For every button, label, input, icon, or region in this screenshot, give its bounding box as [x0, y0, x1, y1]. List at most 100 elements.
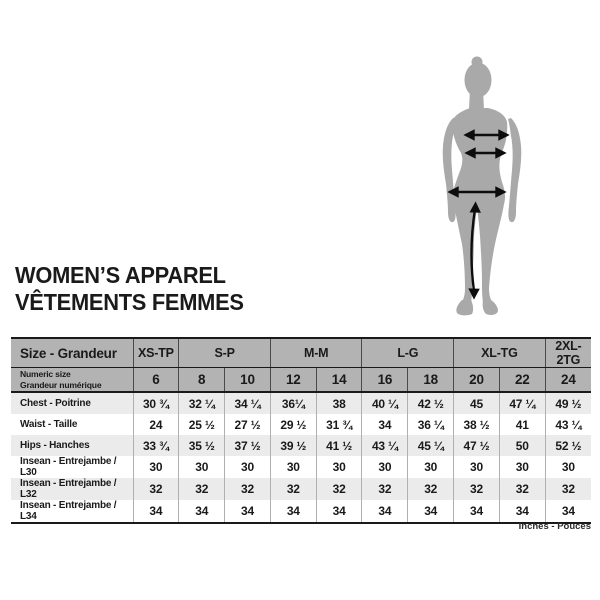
measure-cell: 52 ½ [544, 435, 591, 456]
measure-cell: 30 ¾ [132, 392, 179, 414]
measure-cell: 35 ½ [178, 435, 225, 456]
female-silhouette [442, 56, 522, 316]
measure-cell: 38 [315, 392, 362, 414]
measure-cell: 32 [453, 478, 500, 500]
measure-cell: 33 ¾ [132, 435, 179, 456]
measure-cell: 43 ¼ [544, 414, 591, 435]
measure-cell: 42 ½ [407, 392, 454, 414]
numeric-size: 8 [178, 367, 225, 393]
table-row-waist: Waist - Taille 24 25 ½ 27 ½ 29 ½ 31 ¾ 34… [11, 414, 591, 435]
numeric-size: 20 [453, 367, 500, 393]
numeric-size: 24 [544, 367, 591, 393]
measure-cell: 32 [407, 478, 454, 500]
measure-cell: 30 [361, 456, 408, 478]
numeric-size: 18 [407, 367, 454, 393]
measure-cell: 47 ¼ [498, 392, 546, 414]
size-group-header-row: Size - Grandeur XS-TP S-P M-M L-G XL-TG … [11, 337, 591, 368]
measure-cell: 31 ¾ [315, 414, 362, 435]
table-row-inseam-l34: Insean - Entrejambe / L34 34 34 34 34 34… [11, 500, 591, 524]
measure-cell: 34 [269, 500, 317, 524]
corner-header: Size - Grandeur [11, 337, 133, 368]
measure-cell: 34 [361, 500, 408, 524]
measure-cell: 30 [315, 456, 362, 478]
numeric-size: 16 [361, 367, 408, 393]
silhouette-body [442, 56, 522, 316]
size-chart-table: Size - Grandeur XS-TP S-P M-M L-G XL-TG … [11, 337, 591, 524]
measure-cell: 45 [453, 392, 500, 414]
measure-cell: 34 [178, 500, 225, 524]
row-label: Waist - Taille [20, 419, 78, 430]
page-title: WOMEN’S APPAREL VÊTEMENTS FEMMES [15, 262, 244, 317]
measure-cell: 34 [544, 500, 591, 524]
measure-cell: 30 [224, 456, 271, 478]
page-title-en: WOMEN’S APPAREL [15, 262, 226, 288]
measure-cell: 32 [178, 478, 225, 500]
measure-cell: 39 ½ [269, 435, 317, 456]
measure-cell: 25 ½ [178, 414, 225, 435]
size-group-xl: XL-TG [453, 337, 546, 368]
table-row-hips: Hips - Hanches 33 ¾ 35 ½ 37 ½ 39 ½ 41 ½ … [11, 435, 591, 456]
numeric-size: 10 [224, 367, 271, 393]
measure-cell: 30 [269, 456, 317, 478]
numeric-size-label: Numeric size Grandeur numérique [11, 367, 133, 393]
measure-cell: 34 [132, 500, 179, 524]
measure-cell: 36 ¼ [407, 414, 454, 435]
waist-measure-arrow [464, 147, 507, 159]
measure-cell: 30 [132, 456, 179, 478]
measure-cell: 36¼ [269, 392, 317, 414]
hips-measure-arrow [447, 186, 507, 198]
size-group-m: M-M [269, 337, 362, 368]
measure-cell: 43 ¼ [361, 435, 408, 456]
measure-cell: 34 [224, 500, 271, 524]
measure-cell: 50 [498, 435, 546, 456]
table-row-chest: Chest - Poitrine 30 ¾ 32 ¼ 34 ¼ 36¼ 38 4… [11, 392, 591, 414]
measure-cell: 30 [453, 456, 500, 478]
measure-cell: 32 [269, 478, 317, 500]
measure-cell: 32 [315, 478, 362, 500]
measure-cell: 27 ½ [224, 414, 271, 435]
measure-cell: 47 ½ [453, 435, 500, 456]
numeric-size-header-row: Numeric size Grandeur numérique 6 8 10 1… [11, 367, 591, 393]
numeric-size: 14 [315, 367, 362, 393]
measure-cell: 37 ½ [224, 435, 271, 456]
row-label: Hips - Hanches [20, 440, 90, 451]
numeric-size: 12 [269, 367, 317, 393]
measure-cell: 40 ¼ [361, 392, 408, 414]
size-group-2xl: 2XL-2TG [544, 337, 591, 368]
numeric-size-label-en: Numeric size [20, 369, 71, 380]
size-group-l: L-G [361, 337, 454, 368]
measure-cell: 49 ½ [544, 392, 591, 414]
measure-cell: 32 [361, 478, 408, 500]
measure-cell: 45 ¼ [407, 435, 454, 456]
row-label: Insean - Entrejambe / L32 [20, 478, 117, 500]
measure-cell: 32 [498, 478, 546, 500]
measure-cell: 30 [498, 456, 546, 478]
measure-cell: 32 [132, 478, 179, 500]
measure-cell: 41 [498, 414, 546, 435]
chest-measure-arrow [463, 129, 510, 141]
measure-cell: 41 ½ [315, 435, 362, 456]
inseam-measure-arrow [468, 201, 481, 300]
measure-cell: 30 [544, 456, 591, 478]
measure-cell: 32 [224, 478, 271, 500]
numeric-size-label-fr: Grandeur numérique [20, 379, 102, 390]
measure-cell: 34 [407, 500, 454, 524]
size-group-xs: XS-TP [132, 337, 179, 368]
measure-cell: 29 ½ [269, 414, 317, 435]
measure-cell: 32 ¼ [178, 392, 225, 414]
row-label: Insean - Entrejambe / L30 [20, 456, 117, 478]
measure-cell: 34 ¼ [224, 392, 271, 414]
numeric-size: 22 [498, 367, 546, 393]
table-row-inseam-l30: Insean - Entrejambe / L30 30 30 30 30 30… [11, 456, 591, 478]
measure-cell: 24 [132, 414, 179, 435]
size-group-s: S-P [178, 337, 271, 368]
measure-cell: 30 [407, 456, 454, 478]
measure-cell: 38 ½ [453, 414, 500, 435]
numeric-size: 6 [132, 367, 179, 393]
units-note: Inches - Pouces [518, 521, 591, 532]
measure-cell: 34 [315, 500, 362, 524]
measure-cell: 34 [453, 500, 500, 524]
table-row-inseam-l32: Insean - Entrejambe / L32 32 32 32 32 32… [11, 478, 591, 500]
measure-cell: 32 [544, 478, 591, 500]
page-title-fr: VÊTEMENTS FEMMES [15, 289, 244, 316]
